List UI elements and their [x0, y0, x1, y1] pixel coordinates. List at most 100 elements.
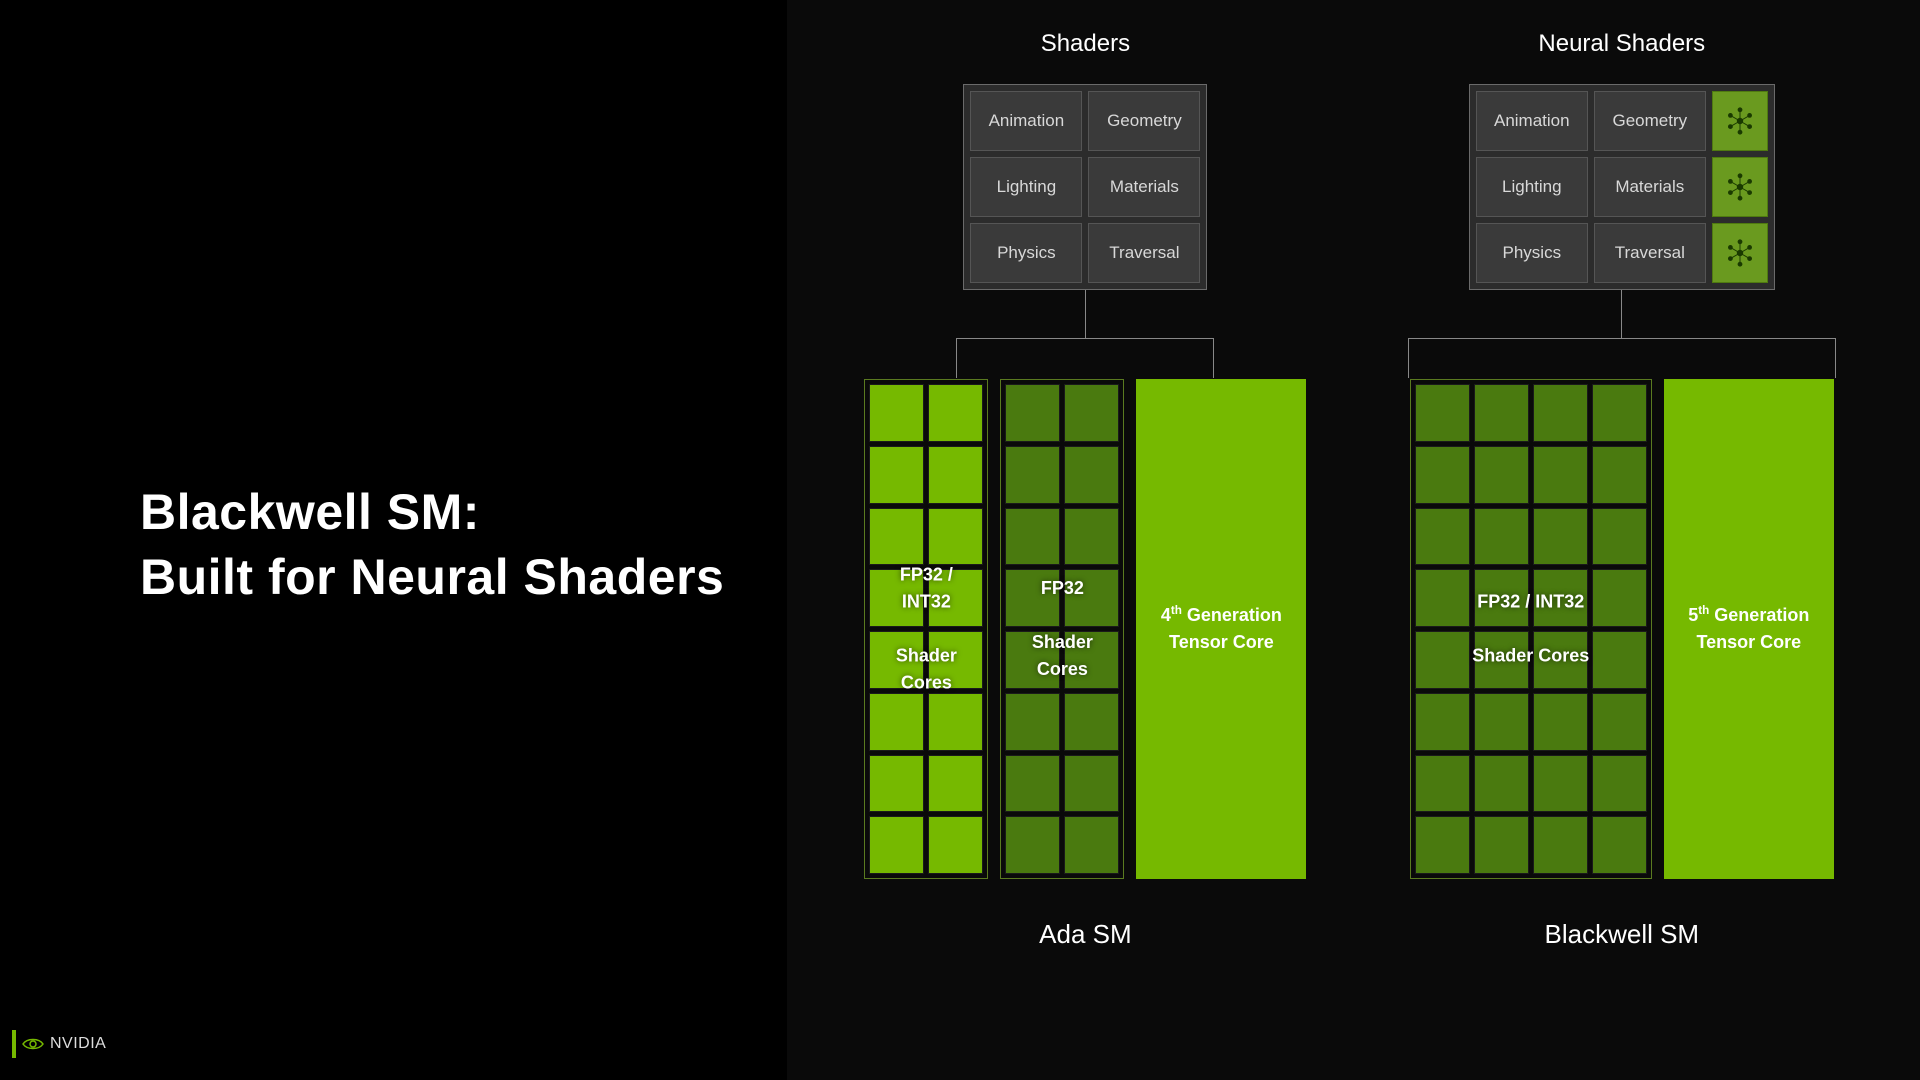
core-cell — [1592, 816, 1647, 874]
shader-cell: Geometry — [1088, 91, 1200, 151]
left-panel: Blackwell SM: Built for Neural Shaders N… — [0, 0, 787, 1080]
core-cell — [1533, 508, 1588, 566]
connector-drop — [1408, 338, 1409, 378]
core-cell — [1415, 693, 1470, 751]
core-cell — [869, 446, 924, 504]
shader-cell: Physics — [970, 223, 1082, 283]
neural-net-icon — [1724, 171, 1756, 203]
core-cell — [1592, 693, 1647, 751]
tensor-gen-word: Generation — [1182, 605, 1282, 625]
nvidia-eye-icon — [22, 1036, 44, 1052]
blackwell-core-wrap: FP32 / INT32 Shader Cores — [1410, 379, 1652, 879]
core-cell — [1415, 384, 1470, 442]
shader-cell: Traversal — [1594, 223, 1706, 283]
core-cell — [928, 384, 983, 442]
blackwell-sm-name: Blackwell SM — [1545, 919, 1700, 950]
core-cell — [1474, 446, 1529, 504]
shader-cell: Animation — [970, 91, 1082, 151]
core-cell — [869, 508, 924, 566]
core-cell — [1533, 816, 1588, 874]
connector-stem — [1621, 290, 1622, 338]
shader-cell: Traversal — [1088, 223, 1200, 283]
blackwell-sm-block: FP32 / INT32 Shader Cores 5th Generation… — [1410, 379, 1834, 879]
neural-net-icon — [1724, 105, 1756, 137]
core-cell — [1474, 816, 1529, 874]
core-cell — [869, 755, 924, 813]
ada-tensor-core: 4th Generation Tensor Core — [1136, 379, 1306, 879]
core-cell — [1592, 755, 1647, 813]
brand-logo: NVIDIA — [12, 1030, 106, 1058]
core-cell — [1474, 384, 1529, 442]
ada-connector — [847, 290, 1323, 339]
label-part: FP32 — [1041, 578, 1084, 598]
core-cell — [869, 816, 924, 874]
connector-bar — [956, 338, 1214, 339]
slide-root: Blackwell SM: Built for Neural Shaders N… — [0, 0, 1920, 1080]
tensor-gen-sup: th — [1698, 604, 1709, 617]
shader-cell: Geometry — [1594, 91, 1706, 151]
core-cell — [1005, 816, 1060, 874]
shader-cell: Materials — [1088, 157, 1200, 217]
blackwell-column: Neural Shaders Animation Geometry Lighti… — [1384, 30, 1860, 1040]
core-cell — [1592, 384, 1647, 442]
neural-shaders-title: Neural Shaders — [1538, 30, 1705, 58]
right-panel: Shaders Animation Geometry Lighting Mate… — [787, 0, 1920, 1080]
blackwell-tensor-core: 5th Generation Tensor Core — [1664, 379, 1834, 879]
label-part: Shader Cores — [1472, 646, 1589, 666]
tensor-label: Tensor Core — [1696, 632, 1801, 652]
ada-sm-block: FP32 / INT32 Shader Cores — [864, 379, 1306, 879]
core-cell — [1064, 384, 1119, 442]
neural-net-icon — [1724, 237, 1756, 269]
core-cell — [928, 446, 983, 504]
shaders-box: Animation Geometry Lighting Materials Ph… — [963, 84, 1207, 290]
core-cell — [869, 384, 924, 442]
tensor-label: Tensor Core — [1169, 632, 1274, 652]
core-cell — [1415, 446, 1470, 504]
core-cell — [1005, 384, 1060, 442]
shader-cell: Materials — [1594, 157, 1706, 217]
connector-drop — [1213, 338, 1214, 378]
core-cell — [1064, 755, 1119, 813]
core-cell — [1474, 508, 1529, 566]
shader-cell: Physics — [1476, 223, 1588, 283]
logo-accent-bar — [12, 1030, 16, 1058]
core-cell — [1533, 755, 1588, 813]
connector-bar — [1408, 338, 1836, 339]
label-part: FP32 / INT32 — [1477, 592, 1584, 612]
tensor-gen-num: 5 — [1688, 605, 1698, 625]
label-part: INT32 — [902, 592, 951, 612]
core-cell — [928, 693, 983, 751]
shader-cell: Animation — [1476, 91, 1588, 151]
shaders-title: Shaders — [1041, 30, 1130, 58]
core-cell — [1415, 508, 1470, 566]
core-cell — [1064, 508, 1119, 566]
core-cell — [928, 816, 983, 874]
neural-cell — [1712, 223, 1768, 283]
ada-core2-wrap: FP32 Shader Cores — [1000, 379, 1124, 879]
connector-stem — [1085, 290, 1086, 338]
core-cell — [1474, 693, 1529, 751]
core-cell — [1415, 816, 1470, 874]
core-cell — [1005, 693, 1060, 751]
logo-text: NVIDIA — [50, 1035, 106, 1053]
shader-cell: Lighting — [970, 157, 1082, 217]
ada-core1-label: FP32 / INT32 Shader Cores — [865, 562, 987, 697]
label-part: Shader Cores — [1032, 632, 1093, 679]
blackwell-connector — [1384, 290, 1860, 339]
core-cell — [1064, 446, 1119, 504]
core-cell — [928, 755, 983, 813]
core-cell — [1005, 755, 1060, 813]
core-cell — [1592, 508, 1647, 566]
tensor-gen-sup: th — [1171, 604, 1182, 617]
tensor-gen-word: Generation — [1709, 605, 1809, 625]
connector-drop — [1835, 338, 1836, 378]
core-cell — [1064, 693, 1119, 751]
shader-cell: Lighting — [1476, 157, 1588, 217]
core-cell — [1592, 446, 1647, 504]
core-cell — [1474, 755, 1529, 813]
ada-core2-label: FP32 Shader Cores — [1001, 575, 1123, 683]
blackwell-core-label: FP32 / INT32 Shader Cores — [1411, 589, 1651, 670]
connector-drop — [956, 338, 957, 378]
core-cell — [1064, 816, 1119, 874]
ada-column: Shaders Animation Geometry Lighting Mate… — [847, 30, 1323, 1040]
